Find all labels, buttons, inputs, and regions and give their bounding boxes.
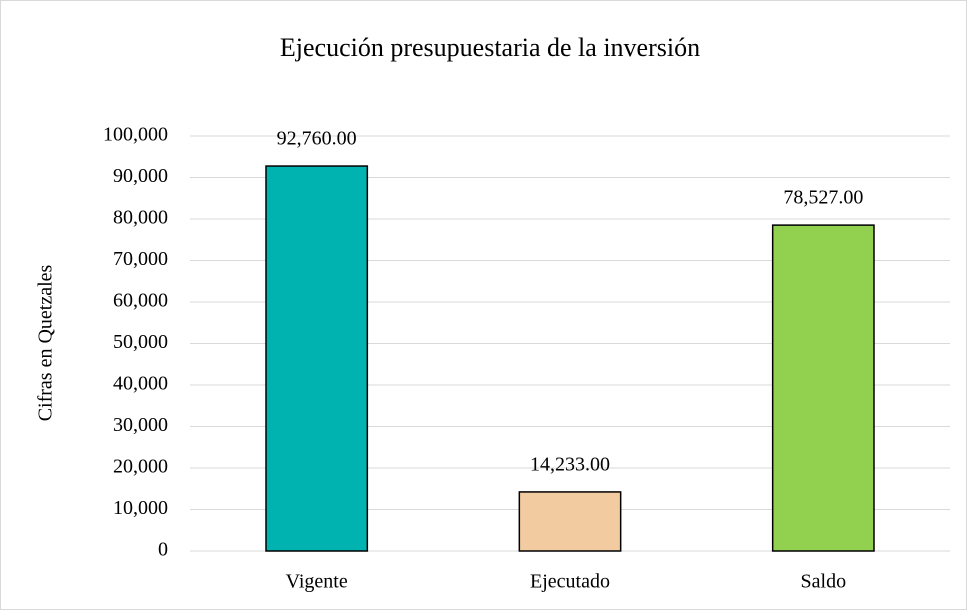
y-tick-label: 30,000 [113,414,168,436]
y-tick-label: 60,000 [113,290,168,312]
y-tick-label: 10,000 [113,497,168,519]
bar [265,165,369,552]
data-label: 14,233.00 [530,454,610,476]
y-tick-label: 0 [158,539,168,561]
x-tick-label: Vigente [286,571,348,593]
y-tick-label: 20,000 [113,456,168,478]
y-tick-label: 50,000 [113,331,168,353]
y-tick-label: 80,000 [113,207,168,229]
bar [518,491,622,552]
y-tick-label: 90,000 [113,165,168,187]
bar [771,224,875,552]
data-label: 92,760.00 [277,128,357,150]
x-tick-label: Saldo [801,571,847,593]
y-tick-label: 70,000 [113,248,168,270]
x-tick-label: Ejecutado [530,571,610,593]
y-tick-label: 40,000 [113,373,168,395]
chart-title: Ejecución presupuestaria de la inversión [280,33,700,62]
y-tick-label: 100,000 [103,124,168,146]
y-axis-label: Cifras en Quetzales [35,264,57,421]
data-label: 78,527.00 [783,187,863,209]
